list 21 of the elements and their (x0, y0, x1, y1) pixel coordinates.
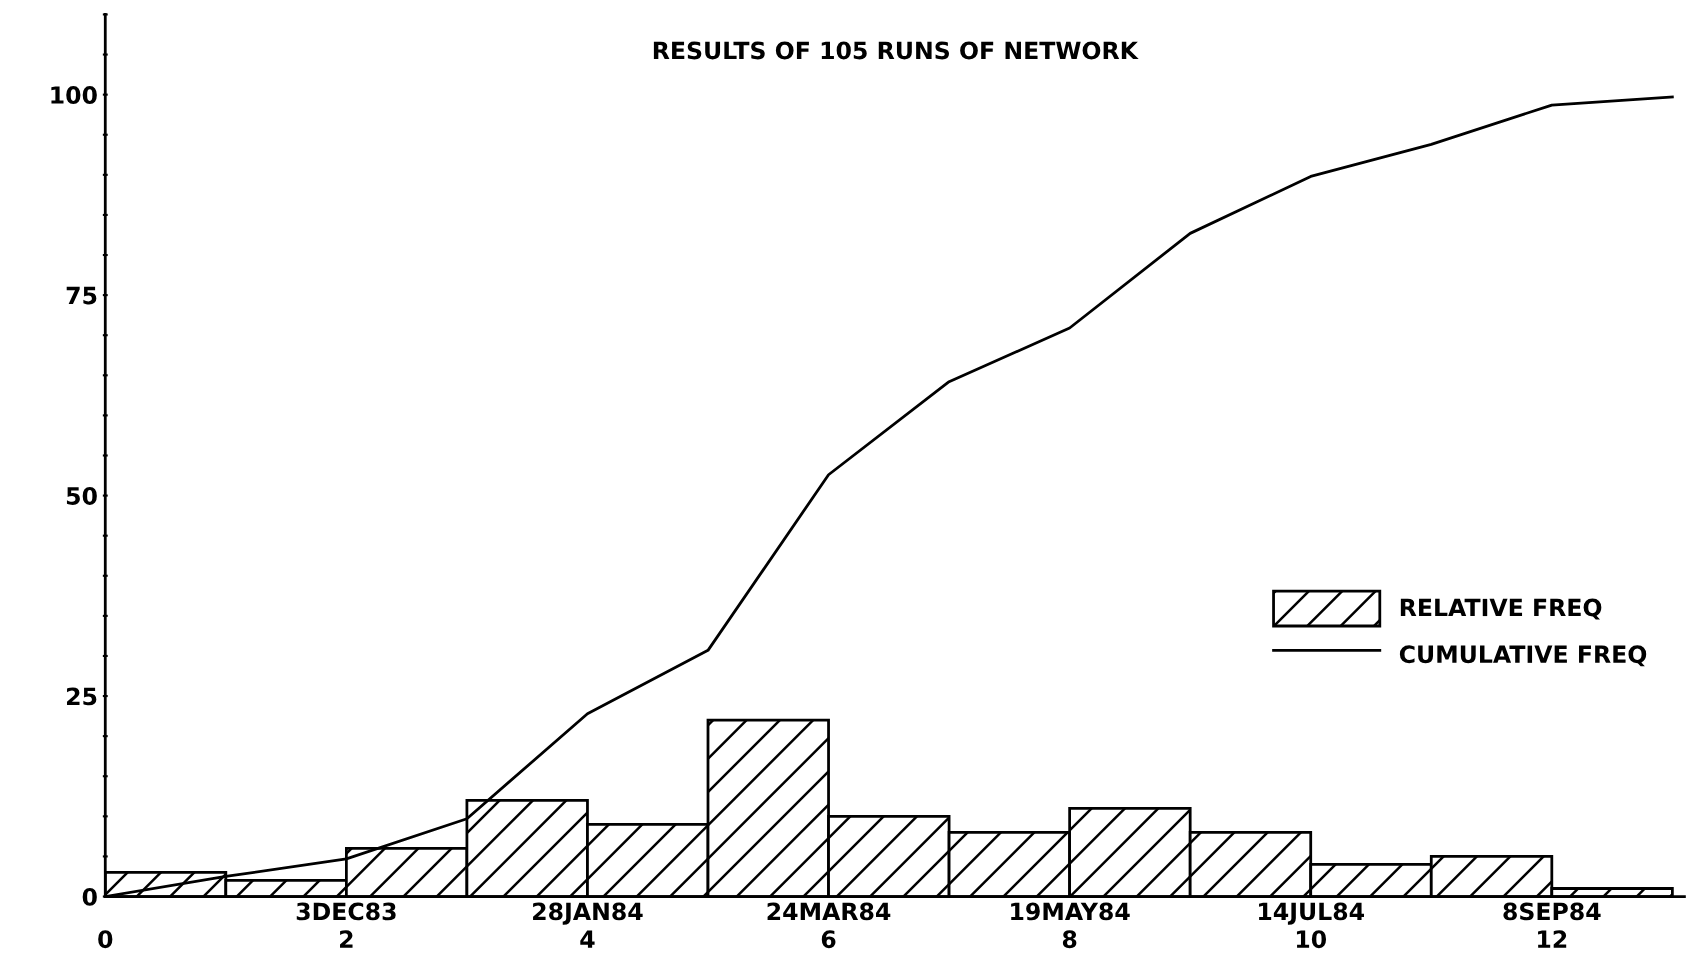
legend-label: CUMULATIVE FREQ (1399, 645, 1647, 667)
text: RESULTS OF 105 RUNS OF NETWORK (653, 41, 1139, 60)
y-tick-label: 0 (82, 887, 97, 906)
x2-tick-label: 24MAR84 (767, 902, 891, 921)
x-tick-label: 10 (1296, 930, 1327, 949)
y-tick-label: 25 (66, 687, 97, 706)
x2-tick-label: 19MAY84 (1011, 902, 1130, 921)
y-tick-label: 50 (66, 487, 97, 505)
x-tick-label: 6 (821, 930, 836, 949)
x-tick-label: 4 (580, 930, 595, 948)
x-tick-label: 0 (98, 930, 113, 949)
x2-tick-label: 3DEC83 (296, 902, 396, 921)
x2-tick-label: 8SEP84 (1503, 902, 1601, 921)
legend-label: RELATIVE FREQ (1400, 598, 1602, 620)
x2-tick-label: 28JAN84 (533, 902, 643, 925)
x2-tick-label: 14JUL84 (1259, 902, 1364, 925)
x-tick-label: 8 (1062, 930, 1077, 949)
y-tick-label: 100 (51, 86, 97, 104)
x-tick-label: 12 (1538, 930, 1567, 948)
x-tick-label: 2 (340, 930, 353, 948)
y-tick-label: 75 (66, 286, 97, 305)
